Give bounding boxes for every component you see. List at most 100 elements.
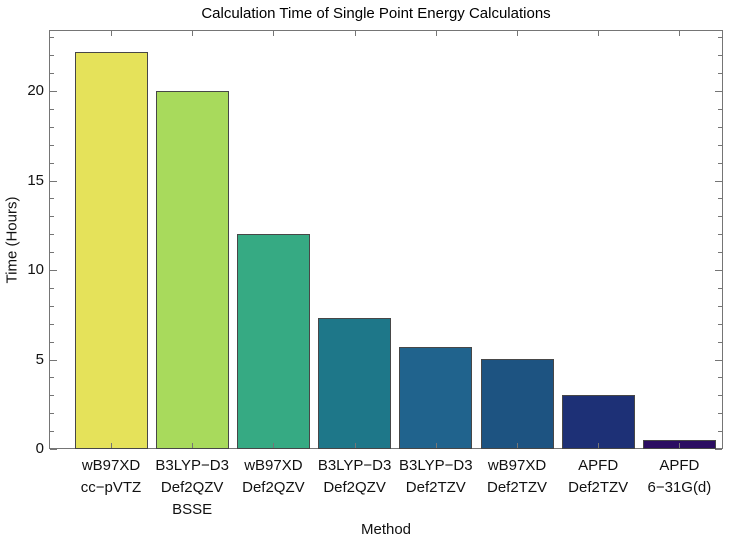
x-category-tick-top [598, 31, 599, 36]
x-tick-label: B3LYP−D3 Def2QZV BSSE [127, 455, 257, 521]
y-minor-tick [50, 377, 54, 378]
x-axis-title: Method [360, 521, 412, 538]
x-tick-label-line: Def2QZV [323, 479, 386, 496]
y-major-tick [715, 91, 722, 92]
x-tick-label: APFD 6−31G(d) [614, 455, 744, 499]
y-minor-tick [718, 163, 722, 164]
y-tick-label: 15 [27, 172, 44, 189]
x-tick-label-line: wB97XD [487, 457, 547, 474]
x-tick-label: B3LYP−D3 Def2TZV [371, 455, 501, 499]
x-tick-label-line: cc−pVTZ [80, 479, 142, 496]
y-minor-tick [50, 342, 54, 343]
bar [561, 395, 635, 449]
y-minor-tick [50, 55, 54, 56]
x-tick-label-line: Def2QZV [160, 479, 224, 496]
y-minor-tick [50, 234, 54, 235]
y-major-tick [715, 360, 722, 361]
y-minor-tick [50, 413, 54, 414]
x-tick-label-line: Def2TZV [568, 479, 629, 496]
y-minor-tick [718, 342, 722, 343]
y-minor-tick [50, 163, 54, 164]
y-minor-tick [718, 377, 722, 378]
y-minor-tick [718, 431, 722, 432]
x-category-tick-top [192, 31, 193, 36]
y-tick-label: 20 [27, 82, 44, 99]
bar [318, 318, 392, 449]
x-category-tick-top [355, 31, 356, 36]
y-major-tick [50, 449, 57, 450]
x-category-tick-top [517, 31, 518, 36]
y-minor-tick [718, 73, 722, 74]
y-minor-tick [50, 37, 54, 38]
y-major-tick [50, 181, 57, 182]
x-tick-label-line: Def2TZV [405, 479, 466, 496]
x-tick-label-line: APFD [659, 457, 700, 474]
x-tick-label-line: Def2TZV [486, 479, 547, 496]
y-minor-tick [718, 216, 722, 217]
bar [480, 359, 554, 449]
y-minor-tick [718, 324, 722, 325]
y-minor-tick [718, 395, 722, 396]
y-minor-tick [718, 145, 722, 146]
x-category-tick-top [111, 31, 112, 36]
bar [155, 91, 229, 449]
y-minor-tick [718, 234, 722, 235]
x-tick-label-line: Def2QZV [242, 479, 305, 496]
bar [399, 347, 473, 449]
y-minor-tick [50, 288, 54, 289]
x-category-tick-bottom [679, 443, 680, 448]
x-tick-label-line: wB97XD [244, 457, 303, 474]
y-minor-tick [50, 198, 54, 199]
x-category-tick-top [679, 31, 680, 36]
y-minor-tick [718, 252, 722, 253]
x-category-tick-bottom [192, 443, 193, 448]
y-tick-label: 5 [35, 351, 44, 368]
bar [236, 234, 310, 449]
y-major-tick [715, 181, 722, 182]
y-minor-tick [50, 73, 54, 74]
bar [74, 52, 148, 449]
y-minor-tick [718, 109, 722, 110]
x-tick-label-line: B3LYP−D3 [317, 457, 392, 474]
x-tick-label: wB97XD Def2TZV [452, 455, 582, 499]
x-tick-label: wB97XD Def2QZV [208, 455, 338, 499]
y-minor-tick [50, 252, 54, 253]
x-category-tick-bottom [517, 443, 518, 448]
y-tick-label: 10 [27, 261, 44, 278]
chart-title: Calculation Time of Single Point Energy … [201, 5, 551, 22]
y-minor-tick [718, 127, 722, 128]
x-category-tick-top [436, 31, 437, 36]
y-major-tick [50, 270, 57, 271]
y-minor-tick [50, 145, 54, 146]
x-category-tick-bottom [598, 443, 599, 448]
x-tick-label-line: 6−31G(d) [647, 479, 712, 496]
y-minor-tick [50, 431, 54, 432]
y-minor-tick [50, 127, 54, 128]
x-category-tick-bottom [111, 443, 112, 448]
x-tick-label: B3LYP−D3 Def2QZV [290, 455, 420, 499]
y-minor-tick [718, 288, 722, 289]
y-minor-tick [50, 109, 54, 110]
x-tick-label-line: BSSE [172, 501, 213, 518]
y-minor-tick [50, 395, 54, 396]
y-minor-tick [718, 198, 722, 199]
x-tick-label-line: B3LYP−D3 [399, 457, 473, 474]
x-tick-label: wB97XD cc−pVTZ [46, 455, 176, 499]
x-category-tick-bottom [436, 443, 437, 448]
y-minor-tick [718, 413, 722, 414]
y-major-tick [50, 360, 57, 361]
y-minor-tick [50, 306, 54, 307]
x-tick-label-line: wB97XD [81, 457, 141, 474]
y-minor-tick [50, 324, 54, 325]
y-major-tick [715, 270, 722, 271]
x-tick-label-line: APFD [578, 457, 619, 474]
y-tick-label: 0 [35, 440, 44, 457]
x-category-tick-bottom [355, 443, 356, 448]
x-category-tick-bottom [273, 443, 274, 448]
y-minor-tick [718, 55, 722, 56]
x-tick-label: APFD Def2TZV [533, 455, 663, 499]
y-major-tick [50, 91, 57, 92]
y-major-tick [715, 449, 722, 450]
